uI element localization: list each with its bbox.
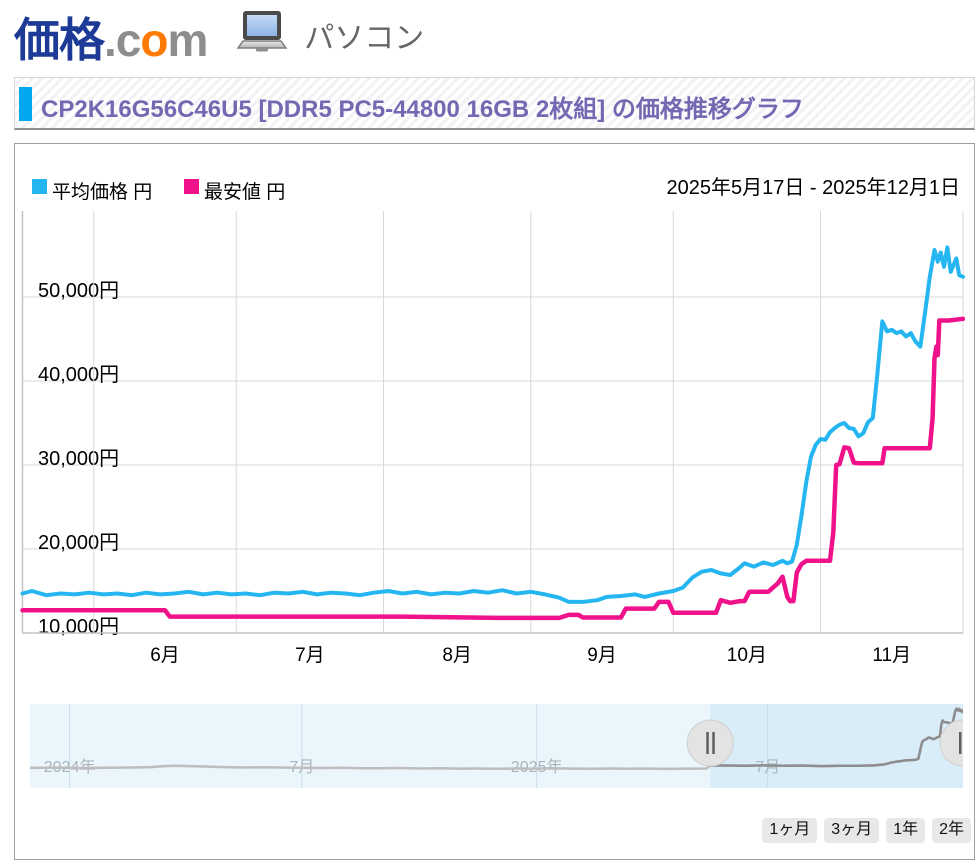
legend-swatch-lowest xyxy=(184,179,199,194)
page-title: CP2K16G56C46U5 [DDR5 PC5-44800 16GB 2枚組]… xyxy=(41,96,804,123)
y-axis-label: 40,000円 xyxy=(38,364,119,386)
y-axis-label: 30,000円 xyxy=(38,448,119,470)
handle-grip-bar xyxy=(706,732,709,754)
handle-circle xyxy=(686,719,734,767)
navigator-left-handle[interactable] xyxy=(686,719,734,767)
navigator-axis-label: 7月 xyxy=(755,759,780,776)
navigator-axis-label: 2025年 xyxy=(511,758,563,776)
navigator-right-handle[interactable] xyxy=(939,719,963,767)
x-axis-label: 10月 xyxy=(727,645,767,666)
logo-kakaku-text: 価格 xyxy=(14,14,105,66)
date-range-label: 2025年5月17日 - 2025年12月1日 xyxy=(666,177,961,199)
x-axis-label: 7月 xyxy=(295,645,325,666)
kakaku-logo[interactable]: 価格.com xyxy=(14,14,208,66)
x-axis-label: 11月 xyxy=(872,645,911,666)
y-axis-label: 50,000円 xyxy=(38,280,119,302)
navigator-selected-range[interactable] xyxy=(710,704,963,788)
range-button-1year[interactable]: 1年 xyxy=(886,818,926,843)
logo-o: o xyxy=(140,14,168,66)
main-chart-svg[interactable]: 10,000円 20,000円 30,000円 40,000円 50,000円 6月 7月 8… xyxy=(15,209,965,679)
x-axis-label: 8月 xyxy=(442,645,472,666)
y-axis-label: 10,000円 xyxy=(38,616,119,638)
product-title-bar: CP2K16G56C46U5 [DDR5 PC5-44800 16GB 2枚組]… xyxy=(14,77,975,130)
range-button-1month[interactable]: 1ヶ月 xyxy=(762,818,818,843)
navigator-svg[interactable]: 2024年 7月 2025年 7月 xyxy=(30,704,963,788)
category-label[interactable]: パソコン xyxy=(304,22,425,55)
site-header: 価格.com パソコン xyxy=(14,4,425,66)
x-axis-label: 6月 xyxy=(150,645,180,666)
legend-swatch-average xyxy=(32,179,47,194)
laptop-icon xyxy=(234,8,290,61)
logo-dot-c: .c xyxy=(104,14,141,66)
range-button-row: 1ヶ月 3ヶ月 1年 2年 xyxy=(762,818,971,843)
x-axis-label: 9月 xyxy=(587,645,617,666)
navigator-series-line-selected xyxy=(710,707,963,768)
range-button-3months[interactable]: 3ヶ月 xyxy=(824,818,880,843)
range-button-2years[interactable]: 2年 xyxy=(932,818,971,843)
legend-label-lowest: 最安値 円 xyxy=(204,182,286,203)
handle-grip-bar xyxy=(712,732,715,754)
handle-circle xyxy=(939,719,963,767)
title-marker xyxy=(19,87,32,121)
price-history-chart-panel: 平均価格 円 最安値 円 2025年5月17日 - 2025年12月1日 10,… xyxy=(14,143,975,860)
lowest-price-line xyxy=(20,316,965,621)
logo-m: m xyxy=(167,14,208,66)
y-axis-label: 20,000円 xyxy=(38,532,119,554)
average-price-line xyxy=(20,245,965,604)
legend-label-average: 平均価格 円 xyxy=(52,182,153,203)
handle-grip-bar xyxy=(959,732,962,754)
